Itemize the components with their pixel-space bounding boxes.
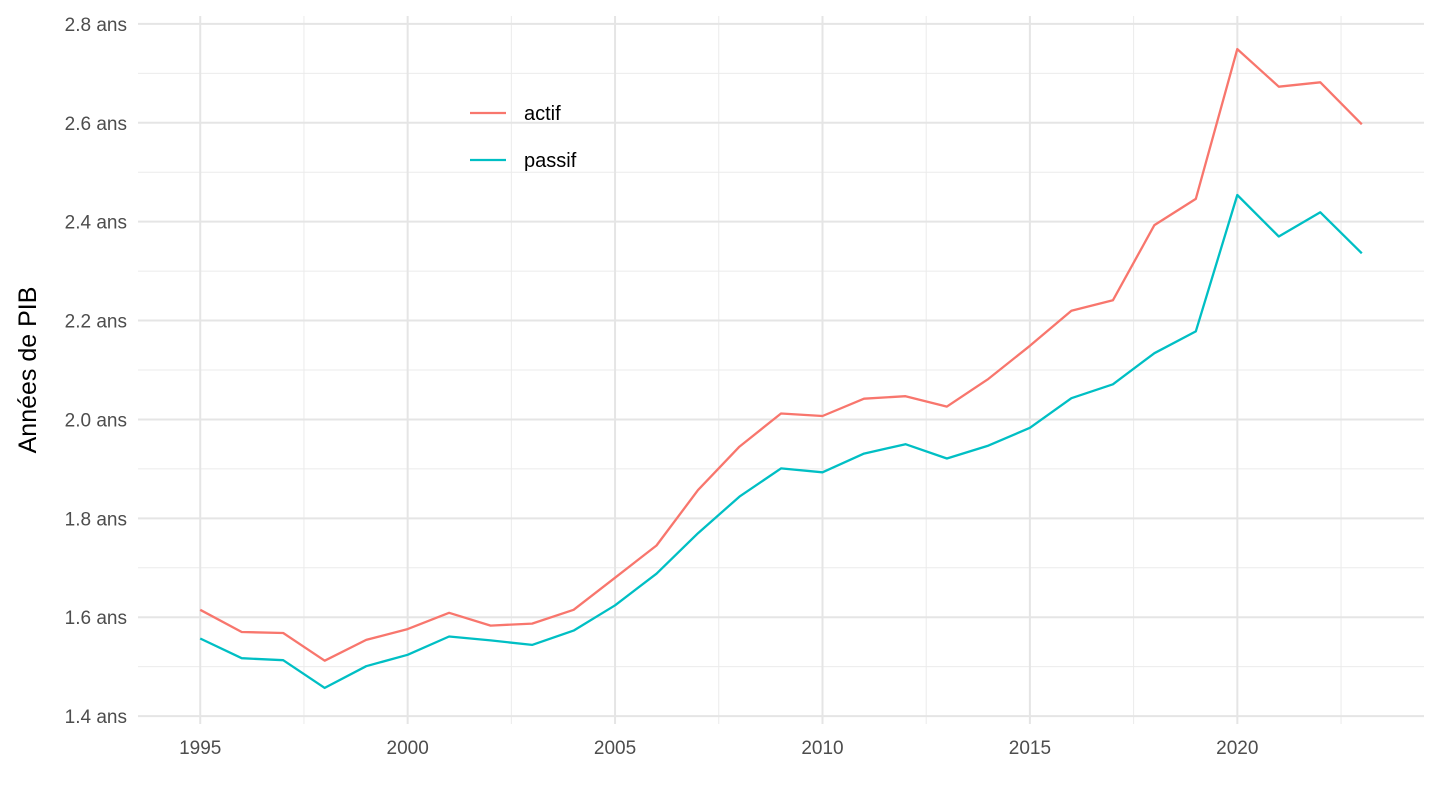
y-tick-label: 1.4 ans xyxy=(65,707,127,728)
legend: actif passif xyxy=(470,103,577,172)
x-tick-label: 2020 xyxy=(1216,738,1258,759)
x-tick-label: 2015 xyxy=(1009,738,1051,759)
y-tick-label: 2.0 ans xyxy=(65,410,127,431)
y-tick-label: 2.6 ans xyxy=(65,114,127,135)
x-tick-label: 2000 xyxy=(387,738,429,759)
series-lines xyxy=(199,47,1363,690)
y-tick-label: 2.8 ans xyxy=(65,15,127,36)
major-gridlines xyxy=(138,16,1424,724)
y-axis-title: Années de PIB xyxy=(14,287,42,454)
y-axis-tick-labels: 1.4 ans 1.6 ans 1.8 ans 2.0 ans 2.2 ans 2.4 a… xyxy=(65,15,127,728)
series-line-actif xyxy=(199,47,1363,662)
y-tick-label: 2.4 ans xyxy=(65,213,127,234)
y-tick-label: 1.6 ans xyxy=(65,608,127,629)
x-tick-label: 2005 xyxy=(594,738,636,759)
y-tick-label: 1.8 ans xyxy=(65,509,127,530)
series-line-passif xyxy=(199,193,1363,690)
x-tick-label: 1995 xyxy=(179,738,221,759)
legend-label-passif: passif xyxy=(524,150,577,172)
y-tick-label: 2.2 ans xyxy=(65,312,127,333)
x-axis-tick-labels: 1995 2000 2005 2010 2015 2020 xyxy=(179,738,1258,759)
legend-label-actif: actif xyxy=(524,103,561,125)
x-tick-label: 2010 xyxy=(801,738,843,759)
